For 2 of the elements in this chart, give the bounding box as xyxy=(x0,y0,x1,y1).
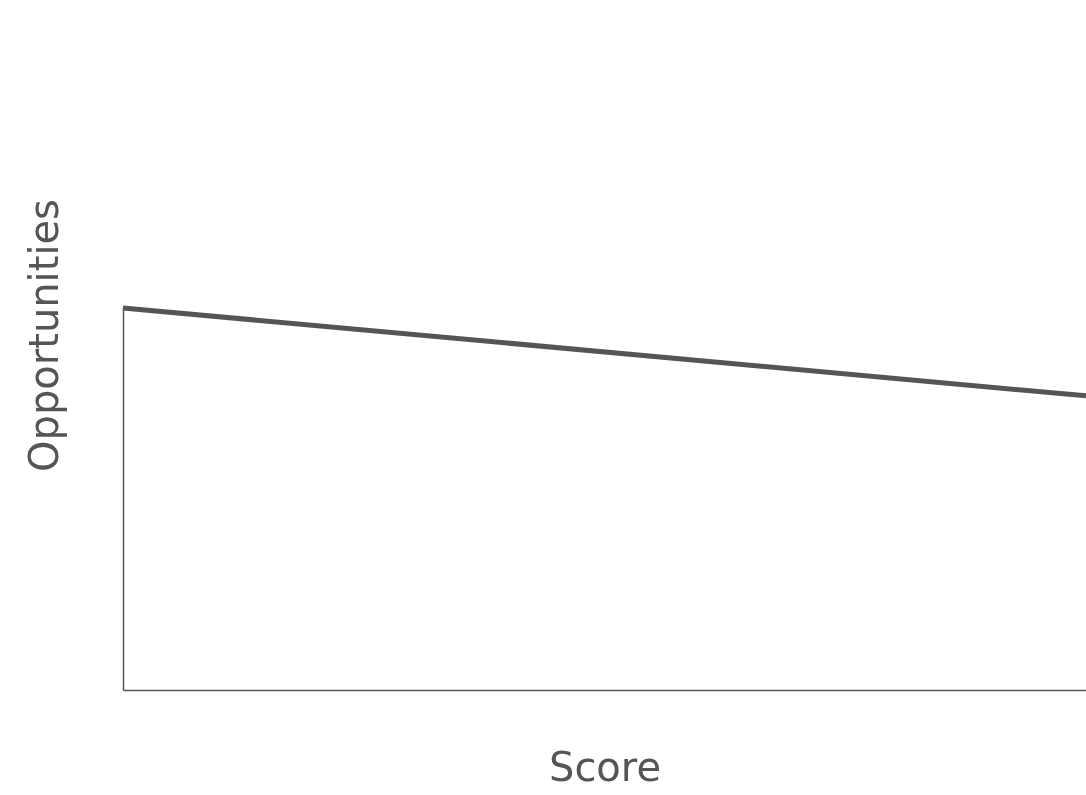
y-axis-title: Opportunities xyxy=(20,199,67,472)
x-axis-title: Score xyxy=(548,743,662,790)
